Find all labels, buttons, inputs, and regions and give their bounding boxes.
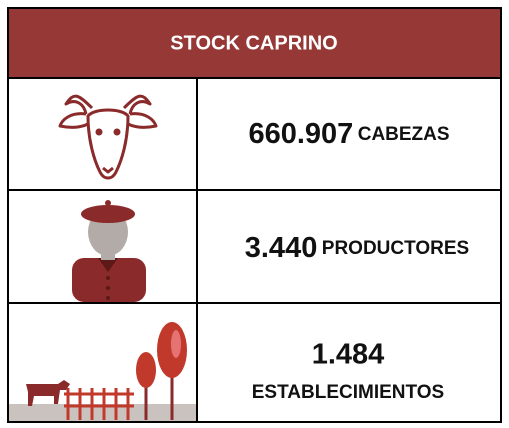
stock-table: STOCK CAPRINO 660.907 CABEZAS 3.440 PROD…	[0, 0, 509, 428]
stat-unit: PRODUCTORES	[322, 238, 469, 259]
farm-icon	[9, 322, 196, 421]
stat-value: 1.484	[312, 339, 385, 371]
stat-value: 660.907	[248, 118, 353, 150]
stat-unit: CABEZAS	[358, 124, 450, 145]
goat-icon	[60, 96, 156, 178]
page: STOCK CAPRINO 660.907 CABEZAS 3.440 PROD…	[0, 0, 509, 428]
stat-line: 3.440 PRODUCTORES	[245, 232, 469, 264]
stat-unit: ESTABLECIMIENTOS	[252, 382, 444, 403]
header-title: STOCK CAPRINO	[170, 32, 337, 54]
stat-value: 3.440	[245, 232, 318, 264]
farmer-icon	[72, 200, 146, 302]
stat-line: 660.907 CABEZAS	[248, 118, 449, 150]
